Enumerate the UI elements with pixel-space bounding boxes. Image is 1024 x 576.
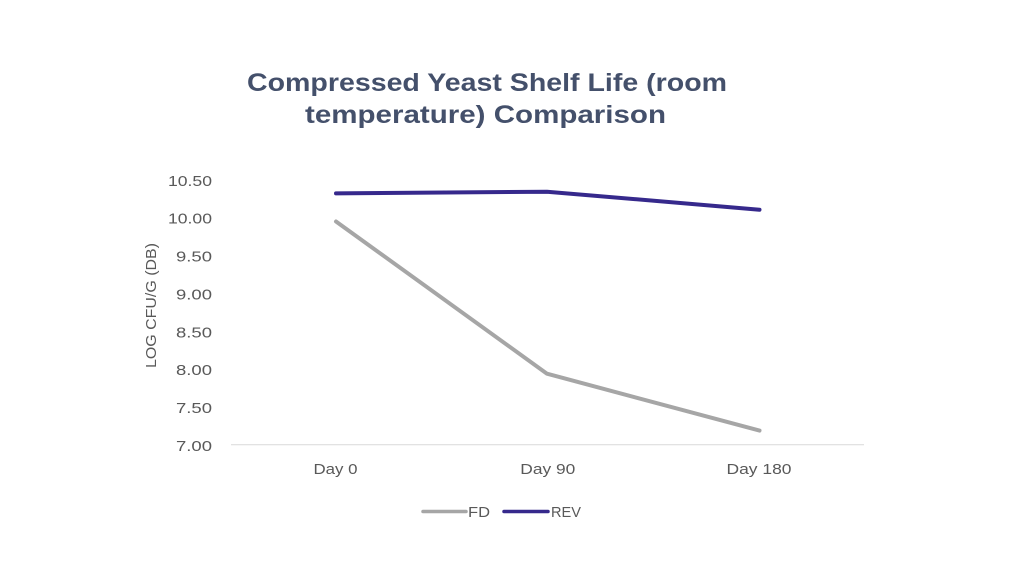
svg-text:9.00: 9.00 (176, 287, 212, 304)
svg-text:Compressed Yeast Shelf Life (r: Compressed Yeast Shelf Life (room (247, 69, 727, 97)
svg-text:7.00: 7.00 (176, 438, 212, 455)
svg-text:9.50: 9.50 (176, 249, 212, 266)
svg-text:8.50: 8.50 (176, 324, 212, 341)
svg-text:FD: FD (468, 504, 490, 521)
svg-text:Day 90: Day 90 (520, 461, 575, 478)
svg-text:temperature) Comparison: temperature) Comparison (305, 101, 666, 129)
svg-text:8.00: 8.00 (176, 362, 212, 379)
svg-text:Day 180: Day 180 (727, 461, 792, 478)
svg-text:7.50: 7.50 (176, 400, 212, 417)
svg-text:REV: REV (551, 504, 581, 521)
svg-text:10.50: 10.50 (168, 173, 212, 190)
svg-text:LOG CFU/G (DB): LOG CFU/G (DB) (143, 243, 160, 368)
svg-text:10.00: 10.00 (168, 211, 212, 228)
svg-text:Day 0: Day 0 (314, 461, 358, 478)
